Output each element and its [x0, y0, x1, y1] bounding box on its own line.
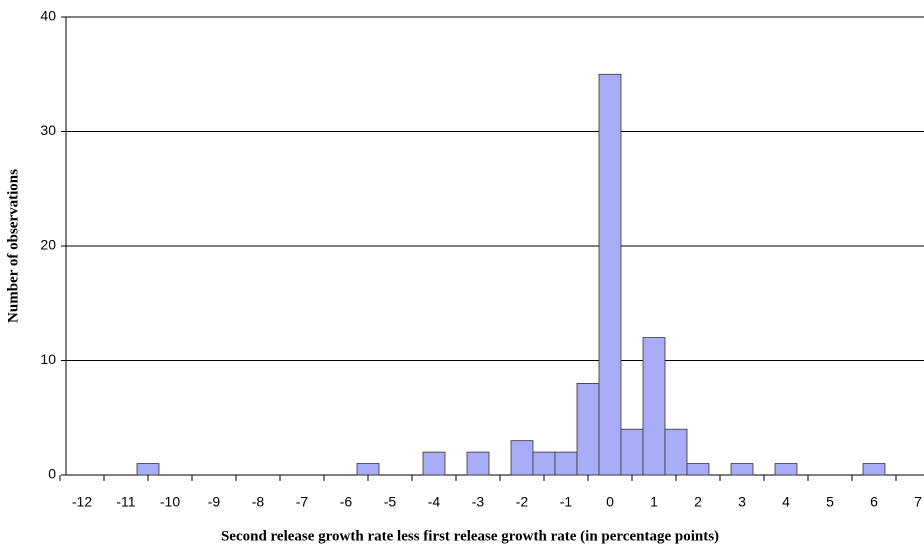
x-tick-label: -8 — [252, 494, 265, 510]
x-tick-label: 1 — [650, 494, 658, 510]
bar — [620, 428, 644, 476]
bar — [554, 451, 578, 476]
y-axis-title: Number of observations — [5, 169, 21, 323]
bar — [510, 440, 534, 476]
x-tick-label: -12 — [72, 494, 92, 510]
bar — [862, 463, 886, 476]
x-tick-label: -9 — [208, 494, 221, 510]
bar — [422, 451, 446, 476]
x-tick-label: -6 — [340, 494, 353, 510]
x-tick-label: -5 — [384, 494, 397, 510]
x-tick-label: 5 — [826, 494, 834, 510]
x-tick-label: -2 — [516, 494, 529, 510]
bar — [598, 73, 622, 476]
y-tick-label: 10 — [40, 351, 56, 367]
x-tick-label: -7 — [296, 494, 309, 510]
bar — [730, 463, 754, 476]
y-tick-label: 40 — [40, 8, 56, 24]
x-tick-label: 0 — [606, 494, 614, 510]
bar — [642, 337, 666, 476]
x-tick-label: 4 — [782, 494, 790, 510]
x-tick-label: -10 — [160, 494, 180, 510]
bar — [576, 382, 600, 476]
x-tick-label: 2 — [694, 494, 702, 510]
bar — [532, 451, 556, 476]
x-tick-label: -3 — [472, 494, 485, 510]
y-tick-label: 0 — [48, 466, 56, 482]
bar — [136, 463, 160, 476]
bar — [774, 463, 798, 476]
x-tick-label: 3 — [738, 494, 746, 510]
x-axis-title: Second release growth rate less first re… — [221, 528, 719, 544]
x-tick-label: 7 — [914, 494, 922, 510]
x-tick-label: -11 — [116, 494, 135, 510]
x-tick-label: -4 — [428, 494, 441, 510]
bar — [466, 451, 490, 476]
x-tick-label: -1 — [560, 494, 573, 510]
y-tick-label: 20 — [40, 237, 56, 253]
y-tick-label: 30 — [40, 122, 56, 138]
bar — [664, 428, 688, 476]
bar — [686, 463, 710, 476]
bar — [356, 463, 380, 476]
x-tick-label: 6 — [870, 494, 878, 510]
